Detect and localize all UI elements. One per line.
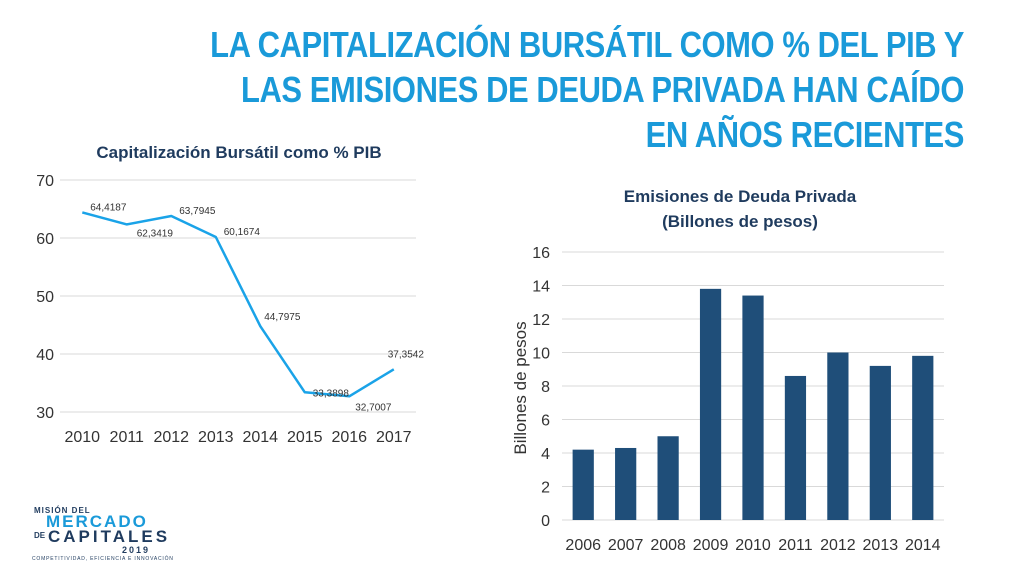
line-x-tick-label: 2013 (198, 429, 234, 446)
line-data-label: 64,4187 (90, 202, 127, 213)
bar-2010 (742, 295, 764, 520)
logo-text-de: DE (34, 531, 46, 540)
bar-y-tick-label: 0 (541, 513, 550, 530)
bar-y-tick-label: 14 (532, 279, 550, 296)
bar-x-tick-label: 2009 (693, 537, 729, 554)
bar-2014 (912, 355, 934, 520)
line-chart-data-labels: 64,4187 62,3419 63,7945 60,1674 44,7975 33,38… (90, 202, 424, 413)
bar-y-tick-label: 2 (541, 480, 550, 497)
bar-y-tick-label: 16 (532, 245, 550, 262)
line-x-tick-label: 2017 (376, 429, 412, 446)
line-x-tick-label: 2014 (242, 429, 278, 446)
line-y-tick-label: 50 (36, 289, 54, 306)
line-x-tick-label: 2010 (64, 429, 100, 446)
bar-2013 (869, 365, 891, 520)
bar-x-tick-label: 2010 (735, 537, 771, 554)
bar-chart-title-line-2: (Billones de pesos) (662, 212, 818, 231)
bar-2012 (827, 352, 849, 520)
line-x-tick-label: 2012 (153, 429, 189, 446)
line-data-label: 33,3898 (313, 388, 350, 399)
bar-chart-x-axis: 2006 2007 2008 2009 2010 2011 2012 2013 2014 (565, 537, 940, 554)
slide-title-line-2: LAS EMISIONES DE DEUDA PRIVADA HAN CAÍDO (240, 69, 964, 110)
line-x-tick-label: 2015 (287, 429, 323, 446)
bar-x-tick-label: 2014 (905, 537, 941, 554)
bar-2007 (615, 447, 637, 520)
logo-text-capitales: CAPITALES (48, 527, 171, 546)
bar-x-tick-label: 2012 (820, 537, 856, 554)
line-data-label: 60,1674 (224, 227, 261, 238)
bar-x-tick-label: 2008 (650, 537, 686, 554)
line-data-label: 63,7945 (179, 206, 216, 217)
bar-y-tick-label: 8 (541, 379, 550, 396)
bar-chart-title-line-1: Emisiones de Deuda Privada (624, 187, 857, 206)
line-series (81, 211, 395, 398)
line-data-label: 44,7975 (264, 312, 301, 323)
line-chart-x-axis: 2010 2011 2012 2013 2014 2015 2016 2017 (64, 429, 411, 446)
logo-text-mision: MISIÓN DEL (34, 506, 91, 515)
line-x-tick-label: 2016 (331, 429, 367, 446)
line-chart-title: Capitalización Bursátil como % PIB (96, 143, 381, 162)
line-chart-gridlines (60, 179, 416, 413)
line-data-label: 37,3542 (388, 349, 425, 360)
bar-x-tick-label: 2006 (565, 537, 601, 554)
bar-x-tick-label: 2013 (863, 537, 899, 554)
line-y-tick-label: 60 (36, 231, 54, 248)
line-x-tick-label: 2011 (110, 429, 145, 446)
bar-y-tick-label: 10 (532, 346, 550, 363)
bar-x-tick-label: 2007 (608, 537, 644, 554)
line-data-label: 32,7007 (355, 402, 392, 413)
bar-y-tick-label: 12 (532, 312, 550, 329)
line-y-tick-label: 40 (36, 347, 54, 364)
bar-2008 (657, 436, 679, 520)
line-y-tick-label: 30 (36, 405, 54, 422)
slide-title-line-3: EN AÑOS RECIENTES (645, 114, 965, 155)
line-data-label: 62,3419 (137, 228, 174, 239)
line-y-tick-label: 70 (36, 173, 54, 190)
bar-2009 (699, 288, 722, 520)
bar-x-tick-label: 2011 (778, 537, 813, 554)
bar-2011 (784, 375, 807, 520)
line-chart-y-axis: 30 40 50 60 70 (36, 173, 54, 422)
slide-title: LA CAPITALIZACIÓN BURSÁTIL COMO % DEL PI… (190, 22, 964, 157)
logo-text-mercado: MERCADO (46, 512, 148, 531)
bar-y-tick-label: 6 (541, 413, 550, 430)
mision-mercado-capitales-logo: MISIÓN DEL MERCADO DE CAPITALES 2019 COM… (30, 500, 173, 565)
logo-tagline: COMPETITIVIDAD, EFICIENCIA E INNOVACIÓN (32, 556, 174, 562)
slide-title-line-1: LA CAPITALIZACIÓN BURSÁTIL COMO % DEL PI… (210, 24, 965, 65)
bar-chart-y-axis: 0 2 4 6 8 10 12 14 16 (532, 245, 550, 530)
bar-y-tick-label: 4 (541, 446, 550, 463)
bar-chart-bars (572, 288, 934, 520)
logo-text-year: 2019 (122, 545, 151, 555)
bar-chart-y-axis-title: Billones de pesos (511, 321, 530, 454)
bar-2006 (572, 449, 594, 520)
